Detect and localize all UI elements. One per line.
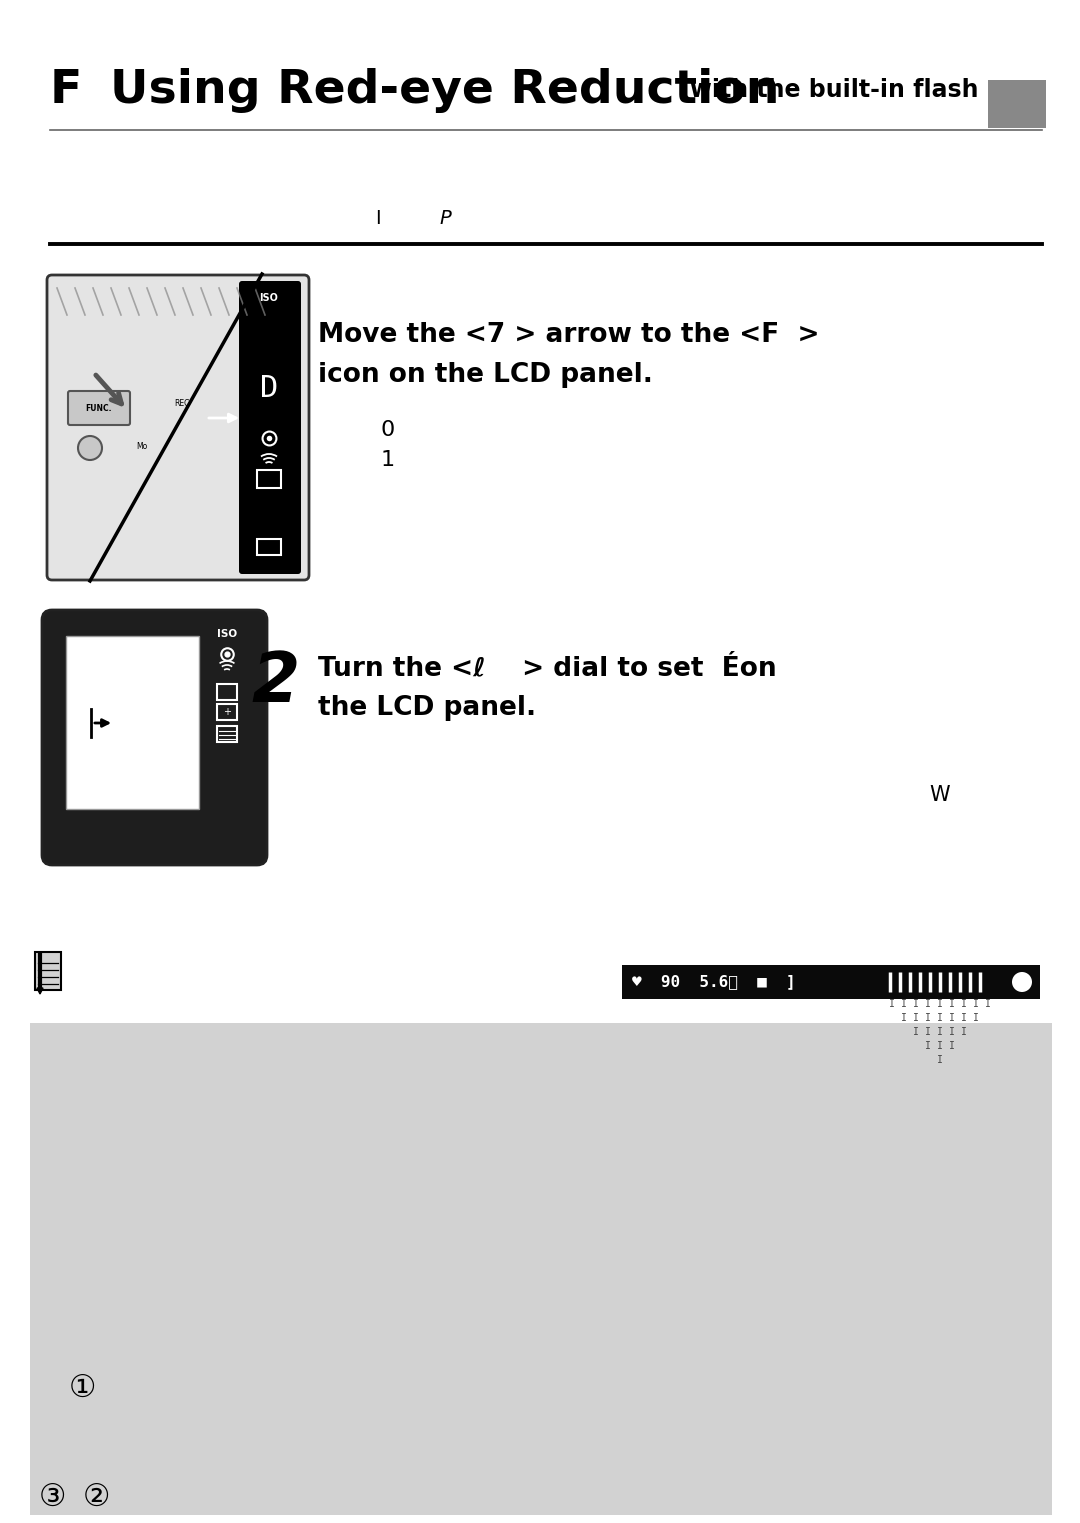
Text: ISO: ISO: [217, 629, 238, 640]
Text: I: I: [913, 1013, 919, 1023]
Text: I: I: [913, 999, 919, 1010]
Bar: [35, 952, 60, 990]
Text: with the built-in flash: with the built-in flash: [690, 78, 978, 102]
Text: I: I: [949, 1013, 955, 1023]
Text: I: I: [985, 999, 991, 1010]
Text: 0: 0: [381, 420, 395, 440]
Bar: [66, 637, 199, 809]
Text: 2: 2: [252, 649, 300, 716]
Text: I: I: [961, 1013, 967, 1023]
Text: D: D: [260, 373, 279, 402]
Bar: [242, 283, 298, 571]
Text: I: I: [961, 999, 967, 1010]
Text: Turn the <ℓ    > dial to set  Éon: Turn the <ℓ > dial to set Éon: [318, 655, 777, 681]
Text: I: I: [926, 1013, 931, 1023]
Text: I: I: [901, 999, 907, 1010]
Text: ①: ①: [68, 1374, 96, 1403]
Text: F: F: [50, 67, 82, 113]
FancyBboxPatch shape: [68, 391, 130, 425]
Bar: [217, 704, 237, 720]
Bar: [622, 966, 1040, 999]
Text: I: I: [937, 1042, 943, 1051]
Text: 1: 1: [252, 317, 300, 384]
Text: ③: ③: [38, 1482, 66, 1511]
Text: I: I: [937, 1027, 943, 1037]
Text: ISO: ISO: [259, 292, 279, 303]
Text: Using Red-eye Reduction: Using Red-eye Reduction: [110, 67, 780, 113]
Text: I: I: [926, 1042, 931, 1051]
Text: Mo: Mo: [136, 442, 148, 451]
Circle shape: [1012, 972, 1032, 991]
FancyBboxPatch shape: [42, 611, 267, 865]
Text: I: I: [926, 999, 931, 1010]
Text: FUNC.: FUNC.: [85, 404, 112, 413]
Text: I: I: [937, 999, 943, 1010]
Text: P: P: [440, 209, 450, 227]
Text: I: I: [973, 1013, 978, 1023]
Text: I: I: [949, 999, 955, 1010]
Text: I: I: [937, 1055, 943, 1065]
Text: I: I: [949, 1027, 955, 1037]
Text: ♥  90  5.6ℓ  ■  ]: ♥ 90 5.6ℓ ■ ]: [632, 975, 796, 990]
Bar: [217, 726, 237, 742]
Bar: [30, 1023, 1052, 1515]
Text: ②: ②: [82, 1482, 110, 1511]
Text: +: +: [222, 707, 231, 717]
Text: 1: 1: [381, 449, 395, 471]
Text: Move the <7 > arrow to the <F  >: Move the <7 > arrow to the <F >: [318, 321, 820, 347]
Text: I: I: [949, 1042, 955, 1051]
FancyBboxPatch shape: [239, 282, 301, 574]
Text: W: W: [930, 784, 950, 806]
Bar: [217, 684, 237, 701]
FancyBboxPatch shape: [48, 276, 309, 580]
Bar: [257, 539, 281, 554]
Text: the LCD panel.: the LCD panel.: [318, 694, 536, 720]
Text: I: I: [973, 999, 978, 1010]
Text: icon on the LCD panel.: icon on the LCD panel.: [318, 362, 653, 388]
Text: I: I: [889, 999, 895, 1010]
Bar: [988, 81, 1047, 128]
Text: I: I: [961, 1027, 967, 1037]
Bar: [257, 471, 281, 487]
Text: REC: REC: [174, 399, 190, 408]
Text: I: I: [375, 209, 381, 227]
Text: I: I: [926, 1027, 931, 1037]
Text: I: I: [913, 1027, 919, 1037]
Polygon shape: [37, 988, 43, 995]
Circle shape: [78, 436, 102, 460]
Text: I: I: [901, 1013, 907, 1023]
Text: I: I: [937, 1013, 943, 1023]
